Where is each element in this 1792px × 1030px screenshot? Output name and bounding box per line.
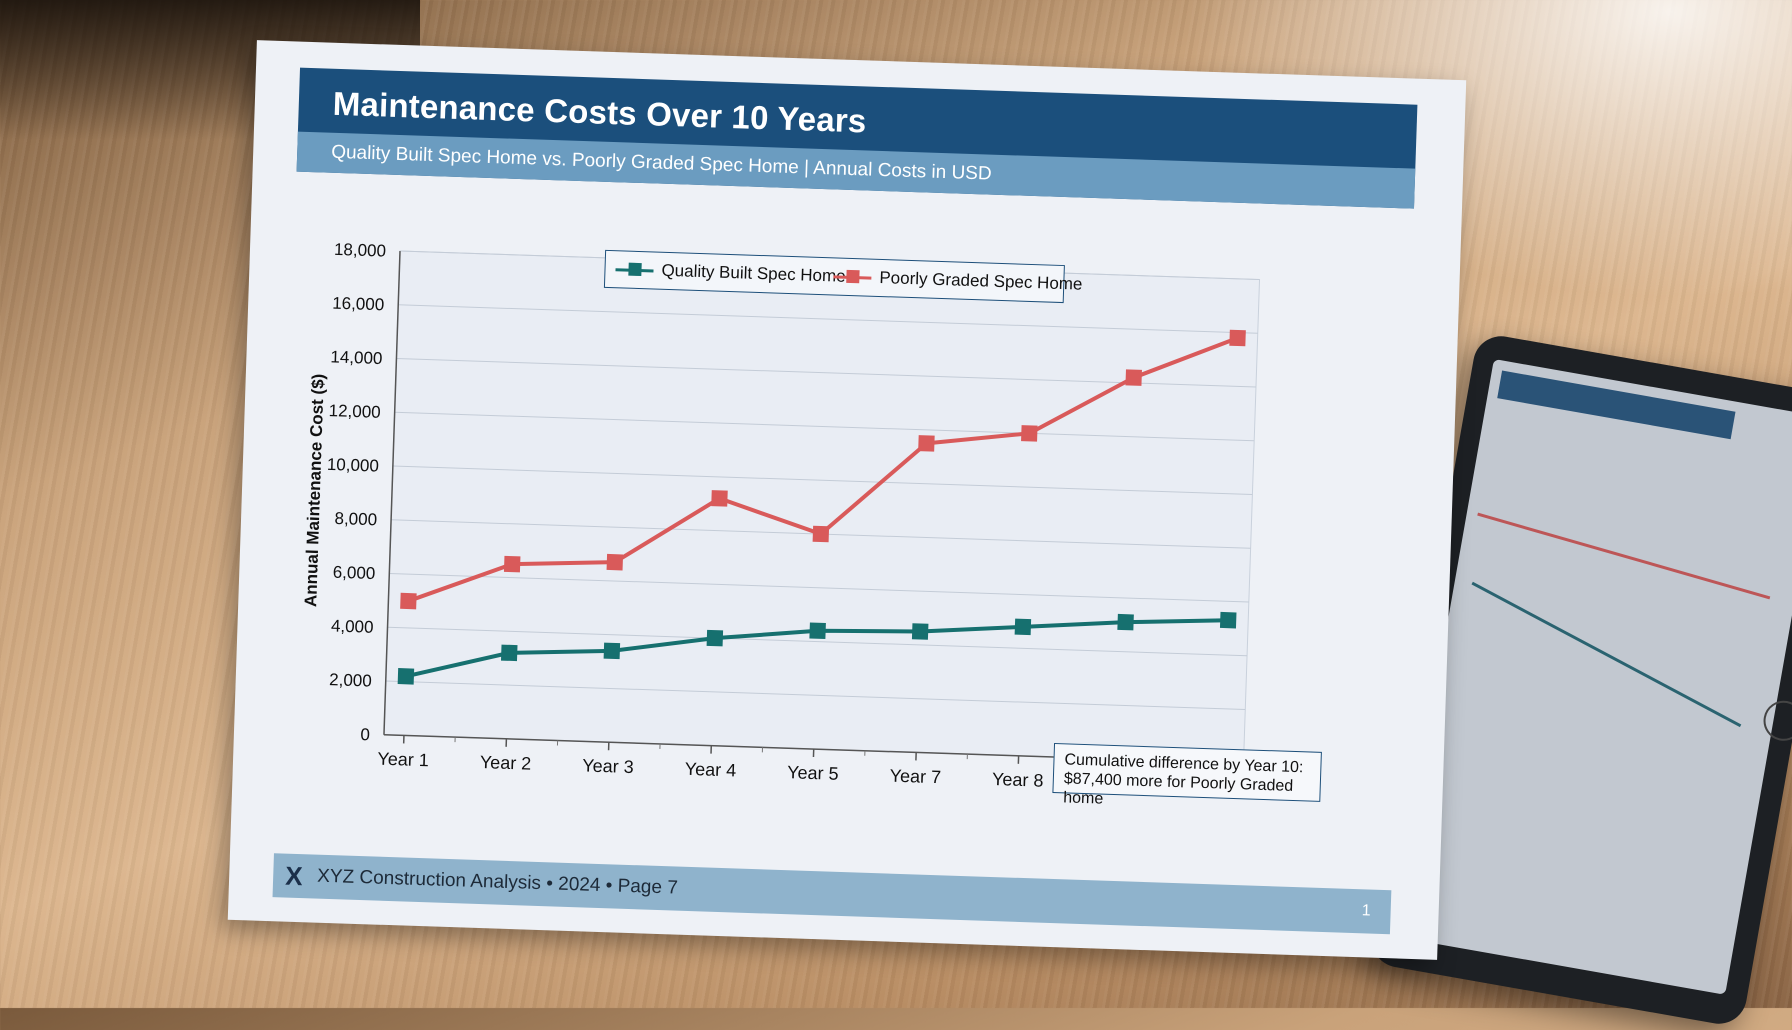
- legend-label-poor: Poorly Graded Spec Home: [879, 260, 1083, 303]
- data-point-quality: [604, 643, 621, 660]
- x-tick-label: Year 5: [787, 762, 839, 784]
- y-tick-label: 8,000: [334, 509, 377, 529]
- page-number: 1: [1361, 889, 1371, 933]
- data-point-poor: [607, 554, 624, 571]
- data-point-quality: [912, 623, 929, 640]
- data-point-quality: [707, 630, 724, 647]
- printed-report-page: Maintenance Costs Over 10 Years Quality …: [228, 40, 1467, 960]
- data-point-quality: [1015, 619, 1032, 636]
- data-point-poor: [1021, 425, 1038, 442]
- cumulative-difference-note: Cumulative difference by Year 10: $87,40…: [1052, 743, 1322, 802]
- data-point-quality: [398, 668, 415, 685]
- y-tick-label: 4,000: [331, 616, 374, 636]
- y-tick-label: 10,000: [327, 455, 380, 476]
- legend-swatch-quality: [615, 268, 653, 272]
- data-point-poor: [1125, 369, 1142, 386]
- data-point-poor: [711, 490, 728, 507]
- x-tick-label: Year 8: [992, 769, 1044, 791]
- company-logo-icon: X: [285, 854, 304, 899]
- y-tick-label: 18,000: [334, 240, 387, 261]
- tablet-chart-line: [1471, 582, 1741, 727]
- x-tick-label: Year 7: [889, 766, 941, 788]
- y-tick-label: 0: [360, 725, 370, 744]
- data-point-poor: [813, 526, 830, 543]
- y-tick-label: 12,000: [328, 401, 381, 422]
- data-point-quality: [809, 623, 826, 640]
- x-tick-label: Year 1: [377, 749, 429, 771]
- data-point-poor: [504, 556, 521, 573]
- annotation-line-2: $87,400 more for Poorly Graded home: [1063, 769, 1310, 815]
- y-tick-label: 16,000: [332, 294, 385, 315]
- legend-label-quality: Quality Built Spec Home: [661, 253, 846, 295]
- y-axis-label: Annual Maintenance Cost ($): [301, 373, 328, 607]
- tablet-chart-line: [1477, 513, 1770, 600]
- data-point-poor: [918, 435, 935, 452]
- legend-item-quality: Quality Built Spec Home: [615, 251, 616, 287]
- data-point-poor: [400, 593, 417, 610]
- data-point-quality: [1220, 612, 1237, 629]
- y-tick-label: 14,000: [330, 347, 383, 368]
- data-point-quality: [1117, 614, 1134, 631]
- x-tick-label: Year 2: [480, 752, 532, 774]
- x-tick-label: Year 3: [582, 755, 634, 777]
- line-chart: 0 2,000 4,000 6,000 8,000 10,000 12,000 14,000 1…: [228, 40, 1467, 960]
- plot-area: [384, 251, 1260, 763]
- y-tick-label: 2,000: [329, 670, 372, 690]
- tablet-header-bar: [1497, 371, 1735, 440]
- y-tick-label: 6,000: [332, 563, 375, 583]
- data-point-poor: [1229, 330, 1246, 347]
- data-point-quality: [501, 645, 518, 662]
- x-tick-label: Year 4: [684, 759, 736, 781]
